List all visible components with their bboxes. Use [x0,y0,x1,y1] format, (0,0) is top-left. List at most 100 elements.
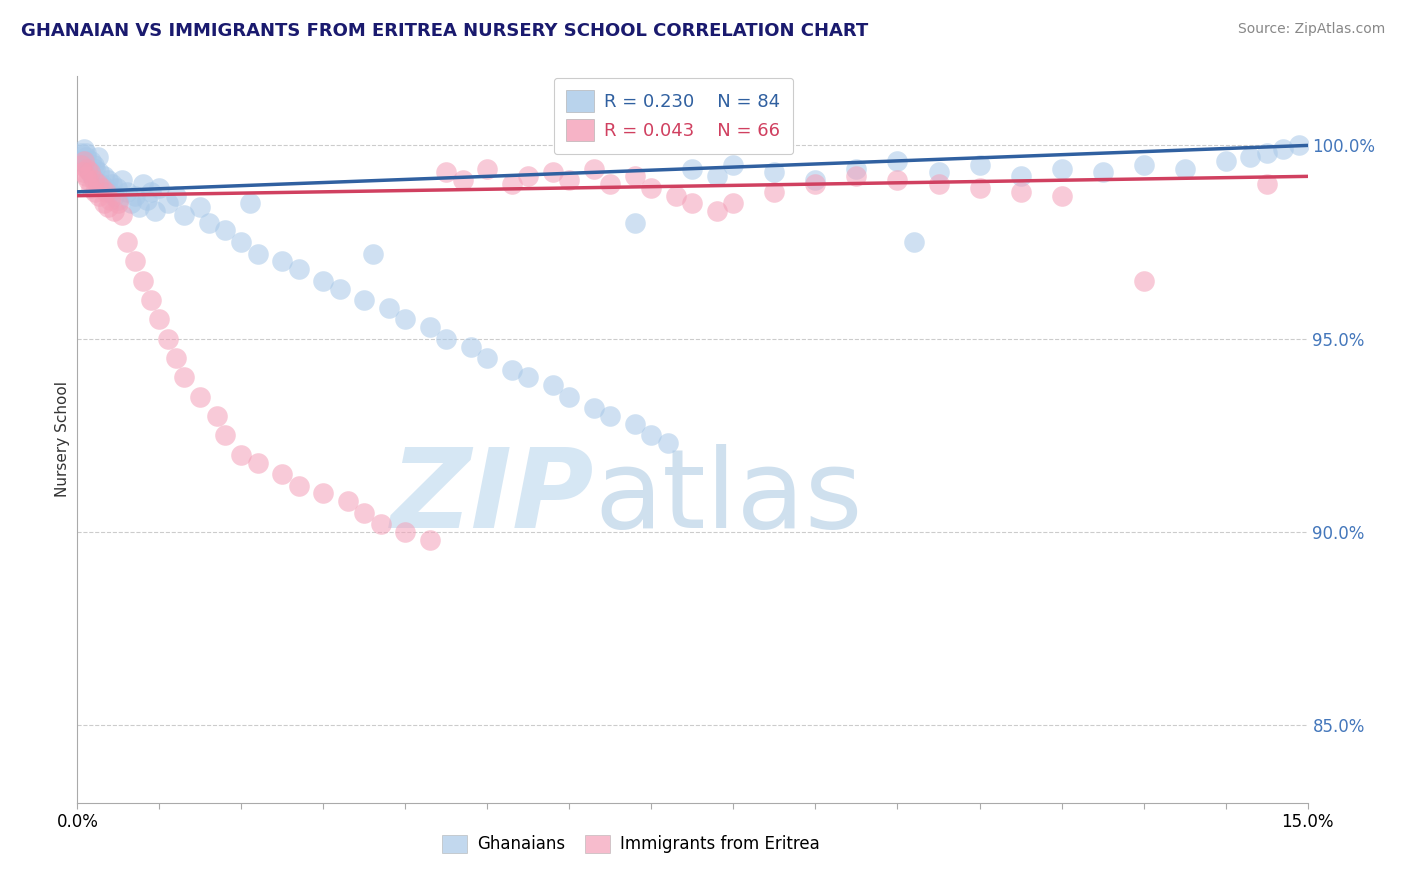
Point [80,181,103,195]
Point [89,188,111,202]
Point [969,158,991,172]
Point [79,165,101,179]
Point [706,169,728,184]
Point [70,146,93,161]
Point [188,390,212,404]
Point [107,193,129,207]
Point [1239,150,1261,164]
Point [419,320,441,334]
Point [288,262,311,277]
Point [271,254,294,268]
Point [132,274,155,288]
Point [845,169,868,184]
Point [969,181,991,195]
Point [72,153,94,168]
Point [886,173,908,187]
Point [173,370,195,384]
Point [89,165,111,179]
Point [394,525,416,540]
Y-axis label: Nursery School: Nursery School [55,381,70,498]
Point [94,181,117,195]
Point [271,467,294,482]
Point [214,223,236,237]
Point [1132,274,1154,288]
Point [1010,169,1032,184]
Text: GHANAIAN VS IMMIGRANTS FROM ERITREA NURSERY SCHOOL CORRELATION CHART: GHANAIAN VS IMMIGRANTS FROM ERITREA NURS… [21,22,869,40]
Point [75,146,97,161]
Point [541,165,564,179]
Point [706,204,728,219]
Point [111,173,134,187]
Point [312,486,335,500]
Point [1132,158,1154,172]
Point [103,204,125,219]
Point [70,158,93,172]
Point [723,196,745,211]
Point [239,196,262,211]
Point [97,200,120,214]
Point [124,254,146,268]
Point [94,185,117,199]
Point [558,173,581,187]
Point [1050,161,1073,176]
Point [419,533,441,547]
Point [76,161,98,176]
Point [1288,138,1310,153]
Point [231,448,253,462]
Point [148,312,170,326]
Point [804,173,827,187]
Point [477,351,499,365]
Point [165,188,187,202]
Point [1256,177,1278,191]
Point [624,216,647,230]
Point [156,332,179,346]
Point [77,173,100,187]
Point [1256,146,1278,161]
Point [682,161,704,176]
Text: ZIP: ZIP [391,444,595,551]
Point [436,332,458,346]
Point [1272,142,1295,156]
Point [231,235,253,249]
Point [246,456,269,470]
Point [886,153,908,168]
Point [501,362,523,376]
Point [148,181,170,195]
Point [107,196,129,211]
Point [1050,188,1073,202]
Point [75,169,97,184]
Point [723,158,745,172]
Point [173,208,195,222]
Point [246,246,269,260]
Point [165,351,187,365]
Point [93,196,115,211]
Point [79,165,101,179]
Point [682,196,704,211]
Point [312,274,335,288]
Point [77,161,100,176]
Point [599,177,621,191]
Point [83,158,105,172]
Point [101,177,124,191]
Point [141,293,163,307]
Point [75,150,97,164]
Point [205,409,228,423]
Point [124,188,146,202]
Point [288,479,311,493]
Point [1174,161,1197,176]
Point [97,173,120,187]
Point [76,158,98,172]
Point [451,173,474,187]
Point [197,216,219,230]
Point [394,312,416,326]
Point [72,165,94,179]
Point [128,200,150,214]
Point [143,204,166,219]
Point [460,339,482,353]
Point [378,301,401,315]
Point [583,401,606,416]
Point [477,161,499,176]
Point [337,494,360,508]
Point [624,169,647,184]
Point [541,378,564,392]
